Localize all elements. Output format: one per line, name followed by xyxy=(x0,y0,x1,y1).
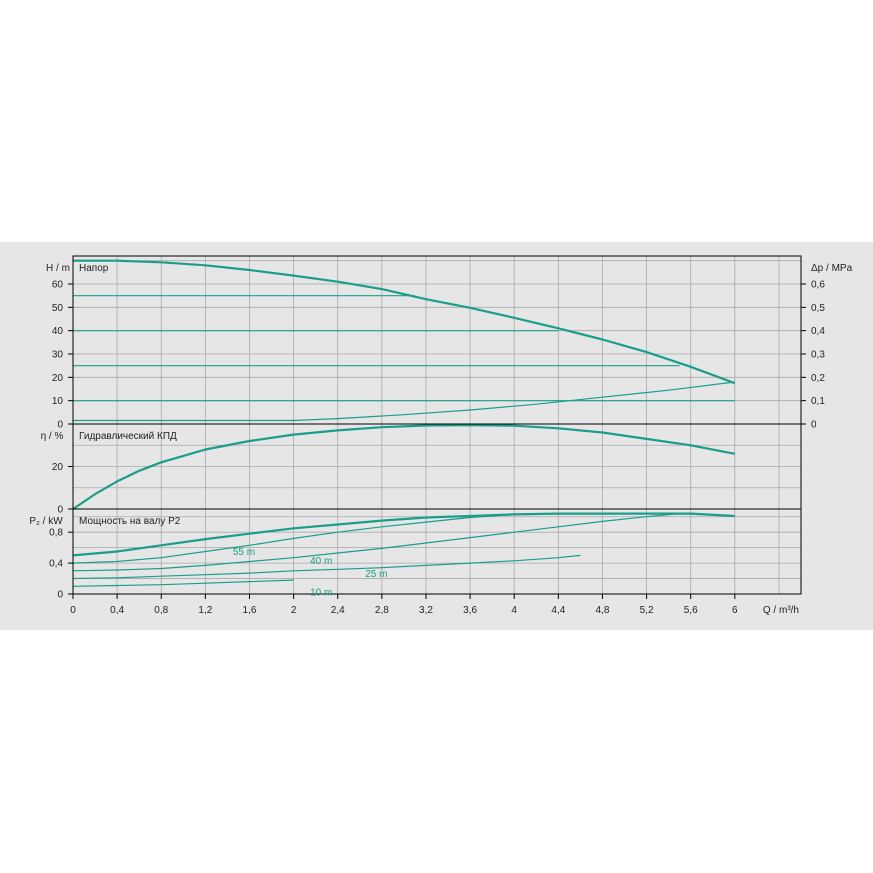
y-tick-label: 20 xyxy=(52,373,64,384)
x-axis-label: Q / m³/h xyxy=(763,605,799,616)
y2-tick-label: 0,3 xyxy=(811,350,825,361)
x-tick-label: 4,8 xyxy=(596,605,610,616)
y-tick-label: 20 xyxy=(52,462,64,473)
y-tick-label: 50 xyxy=(52,303,64,314)
x-tick-label: 0 xyxy=(70,605,76,616)
y-tick-label: 10 xyxy=(52,396,64,407)
curve-power-2 xyxy=(72,513,680,572)
y-tick-label: 0 xyxy=(57,590,63,601)
y-tick-label: 0 xyxy=(57,505,63,516)
y2-tick-label: 0,5 xyxy=(811,303,825,314)
x-tick-label: 3,2 xyxy=(419,605,433,616)
curve-head-0 xyxy=(73,259,736,385)
panel-title-power: Мощность на валу P2 xyxy=(79,516,181,527)
x-tick-label: 3,6 xyxy=(463,605,477,616)
x-tick-label: 1,2 xyxy=(198,605,212,616)
curve-efficiency-0 xyxy=(72,424,736,510)
x-tick-label: 0,8 xyxy=(154,605,168,616)
y-axis-label-efficiency: η / % xyxy=(41,431,64,442)
x-tick-label: 4 xyxy=(511,605,517,616)
curve-head-1 xyxy=(73,381,735,422)
power-curve-label: 55 m xyxy=(233,547,255,558)
x-tick-label: 6 xyxy=(732,605,738,616)
chart-panel: 0 10 20 30 40 50 60 0 20 0 0,4 0,8 0 0,1 0,2 0,3 0,4 0,5 0… xyxy=(0,242,873,630)
curve-power-1 xyxy=(72,513,559,564)
x-tick-label: 5,6 xyxy=(684,605,698,616)
curve-power-3 xyxy=(72,554,581,580)
x-tick-label: 4,4 xyxy=(551,605,565,616)
curve-power-4 xyxy=(72,579,294,587)
panel-frame-head xyxy=(72,255,802,425)
y-axis-label-power: P₂ / kW xyxy=(29,516,63,527)
x-tick-label: 2 xyxy=(291,605,297,616)
panel-frame-power xyxy=(72,508,802,595)
y-tick-label: 0,8 xyxy=(49,528,63,539)
y-tick-label: 30 xyxy=(52,350,64,361)
label-layer: 010203040506002000,40,800,10,20,30,40,50… xyxy=(29,263,852,616)
power-curve-label: 25 m xyxy=(365,569,387,580)
y2-tick-label: 0,6 xyxy=(811,280,825,291)
power-curve-label: 40 m xyxy=(310,556,332,567)
y2-tick-label: 0,4 xyxy=(811,326,825,337)
y2-axis-label: Δp / MPa xyxy=(811,263,853,274)
pump-curve-chart: 010203040506002000,40,800,10,20,30,40,50… xyxy=(29,255,853,616)
x-tick-label: 2,4 xyxy=(331,605,345,616)
y2-tick-label: 0,2 xyxy=(811,373,825,384)
x-tick-label: 1,6 xyxy=(243,605,257,616)
axis-layer xyxy=(68,255,806,599)
y-tick-label: 60 xyxy=(52,280,64,291)
panel-title-head: Напор xyxy=(79,263,109,274)
y-tick-label: 40 xyxy=(52,326,64,337)
y-axis-label-head: H / m xyxy=(46,263,70,274)
y-tick-label: 0 xyxy=(57,420,63,431)
power-curve-label: 10 m xyxy=(310,587,332,598)
curve-power-0 xyxy=(72,512,735,557)
panel-title-efficiency: Гидравлический КПД xyxy=(79,431,177,442)
x-tick-label: 0,4 xyxy=(110,605,124,616)
y-tick-label: 0,4 xyxy=(49,559,63,570)
y2-tick-label: 0 xyxy=(811,420,817,431)
x-tick-label: 5,2 xyxy=(640,605,654,616)
y2-tick-label: 0,1 xyxy=(811,396,825,407)
curve-layer xyxy=(72,259,736,587)
x-tick-label: 2,8 xyxy=(375,605,389,616)
